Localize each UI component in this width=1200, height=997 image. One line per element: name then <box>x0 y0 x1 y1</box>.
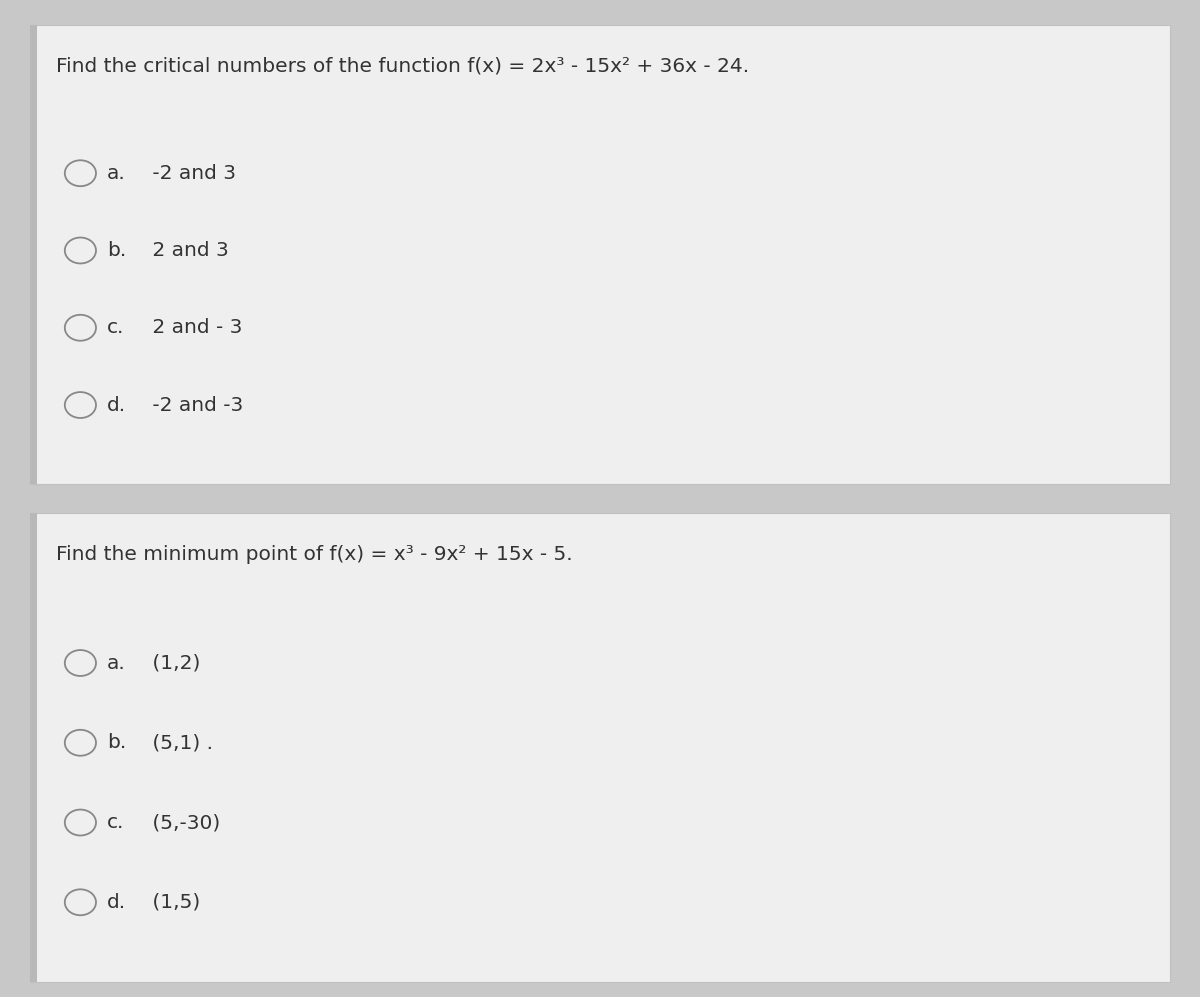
Text: c.: c. <box>107 318 124 337</box>
Text: (1,5): (1,5) <box>146 892 200 912</box>
Text: a.: a. <box>107 164 126 182</box>
FancyBboxPatch shape <box>30 513 1170 982</box>
Text: (1,2): (1,2) <box>146 653 200 673</box>
Text: a.: a. <box>107 653 126 673</box>
FancyBboxPatch shape <box>30 25 37 484</box>
Text: Find the critical numbers of the function f(x) = 2x³ - 15x² + 36x - 24.: Find the critical numbers of the functio… <box>56 57 750 76</box>
FancyBboxPatch shape <box>30 513 37 982</box>
Text: 2 and - 3: 2 and - 3 <box>146 318 242 337</box>
Text: d.: d. <box>107 892 126 912</box>
Text: 2 and 3: 2 and 3 <box>146 241 229 260</box>
Text: -2 and 3: -2 and 3 <box>146 164 236 182</box>
Text: d.: d. <box>107 396 126 415</box>
FancyBboxPatch shape <box>30 25 1170 484</box>
Text: Find the minimum point of f(x) = x³ - 9x² + 15x - 5.: Find the minimum point of f(x) = x³ - 9x… <box>56 545 574 564</box>
Text: c.: c. <box>107 813 124 832</box>
Text: (5,1) .: (5,1) . <box>146 733 214 753</box>
Text: b.: b. <box>107 241 126 260</box>
Text: b.: b. <box>107 733 126 753</box>
Text: -2 and -3: -2 and -3 <box>146 396 244 415</box>
Text: (5,-30): (5,-30) <box>146 813 221 832</box>
